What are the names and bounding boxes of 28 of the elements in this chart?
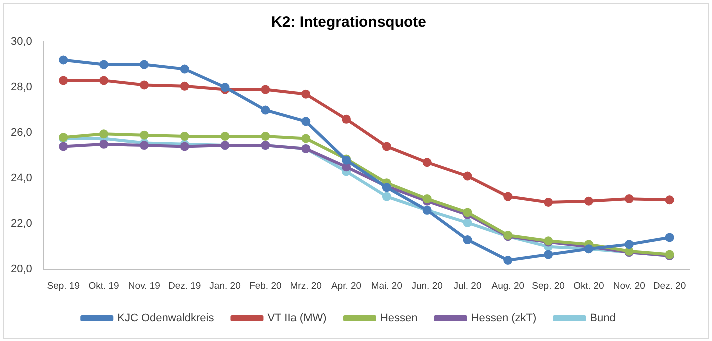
legend-label: Bund <box>590 312 616 325</box>
x-tick-label: Aug. 20 <box>492 280 525 292</box>
legend-label: VT IIa (MW) <box>268 312 327 325</box>
legend-label: Hessen (zkT) <box>471 312 537 325</box>
chart-title: K2: Integrationsquote <box>271 14 427 32</box>
x-tick-label: Mai. 20 <box>371 280 402 292</box>
y-tick-label: 24,0 <box>10 172 32 185</box>
x-tick-label: Mrz. 20 <box>290 280 322 292</box>
x-tick-label: Apr. 20 <box>331 280 362 292</box>
y-tick-label: 30,0 <box>10 36 32 48</box>
y-tick-label: 26,0 <box>10 127 32 140</box>
y-tick-label: 22,0 <box>10 218 32 230</box>
x-tick-label: Dez. 20 <box>653 280 686 292</box>
x-tick-label: Nov. 19 <box>128 280 160 292</box>
legend-label: KJC Odenwaldkreis <box>118 312 215 325</box>
x-tick-label: Jan. 20 <box>210 280 241 292</box>
x-tick-label: Nov. 20 <box>613 280 646 292</box>
x-tick-label: Jun. 20 <box>412 280 443 292</box>
x-tick-label: Okt. 20 <box>574 280 604 292</box>
x-tick-label: Feb. 20 <box>250 280 282 292</box>
x-tick-label: Sep. 20 <box>532 280 565 292</box>
x-tick-label: Jul. 20 <box>454 280 482 292</box>
y-tick-label: 20,0 <box>10 264 32 276</box>
y-tick-label: 28,0 <box>10 82 32 94</box>
x-tick-label: Dez. 19 <box>168 280 202 292</box>
x-tick-label: Okt. 19 <box>88 280 120 292</box>
x-tick-label: Sep. 19 <box>47 280 80 292</box>
legend-label: Hessen <box>380 312 418 325</box>
